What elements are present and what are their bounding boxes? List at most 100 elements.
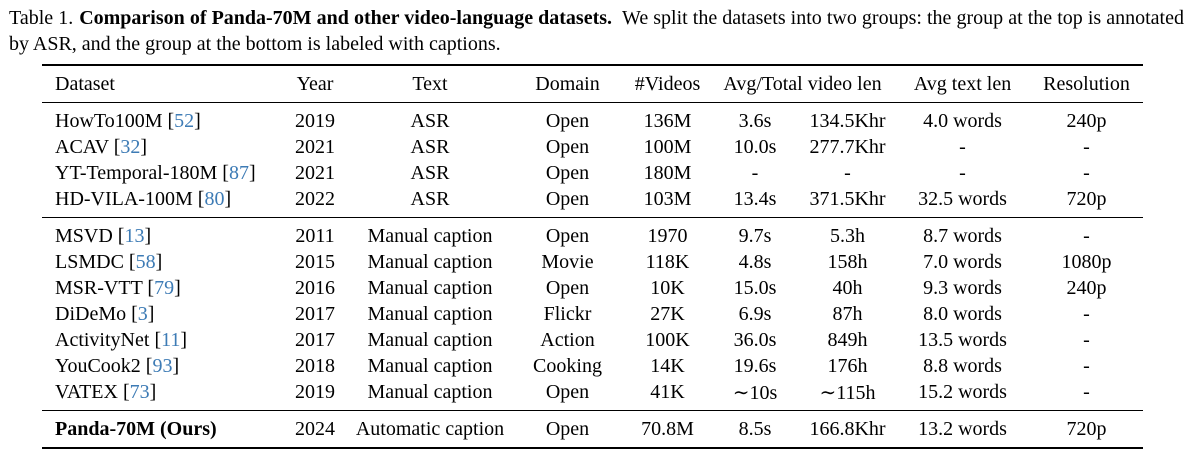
citation-link[interactable]: 13 [124,224,145,247]
table-row: VATEX [73] 2019 Manual caption Open 41K ∼10s ∼… [42,379,1143,411]
text-type-cell: Manual caption [367,224,493,247]
domain-cell: Open [545,135,590,158]
year-cell: 2024 [295,417,335,440]
text-type-cell: Manual caption [367,276,493,299]
domain-cell: Flickr [543,302,592,325]
citation-link[interactable]: 79 [154,276,175,299]
dataset-name: ACAV [55,135,109,158]
citation-link[interactable]: 11 [161,328,181,351]
citation-bracket-open: [ [142,276,155,299]
avg-text-len-cell: 15.2 words [918,380,1007,403]
citation-bracket-close: ] [147,302,155,325]
dataset-cell: MSVD [13] [42,218,280,250]
citation-link[interactable]: 93 [152,354,173,377]
domain-cell: Open [545,187,590,210]
citation-bracket-close: ] [180,328,188,351]
dataset-cell: ACAV [32] [42,134,280,160]
avg-video-len-cell: 3.6s [738,109,772,132]
citation-link[interactable]: 58 [135,250,156,273]
table-caption: Table 1. Comparison of Panda-70M and othe… [9,5,1184,57]
table-row: YouCook2 [93] 2018 Manual caption Cooking 14… [42,353,1143,379]
resolution-cell: 240p [1066,276,1107,299]
avg-text-len-cell: 9.3 words [923,276,1002,299]
videos-count-cell: 100K [645,328,690,351]
dataset-name: ActivityNet [55,328,150,351]
citation-bracket-open: [ [108,135,121,158]
dataset-cell: Panda-70M (Ours) [42,411,280,449]
dataset-name: VATEX [55,380,118,403]
resolution-cell: - [1083,302,1090,325]
domain-cell: Movie [541,250,594,273]
total-video-len-cell: 87h [832,302,863,325]
avg-text-len-cell: 8.0 words [923,302,1002,325]
resolution-cell: 1080p [1061,250,1112,273]
year-cell: 2017 [295,328,335,351]
table-row: MSR-VTT [79] 2016 Manual caption Open 10K 15.… [42,275,1143,301]
citation-link[interactable]: 73 [129,380,150,403]
citation-bracket-open: [ [123,250,136,273]
caption-body: We split the datasets into two groups: t… [9,7,1184,55]
dataset-name: HD-VILA-100M [55,187,193,210]
citation-link[interactable]: 3 [137,302,148,325]
avg-video-len-cell: 36.0s [733,328,777,351]
citation-bracket-open: [ [149,328,162,351]
total-video-len-cell: 277.7Khr [809,135,886,158]
year-cell: 2019 [295,380,335,403]
citation-bracket-close: ] [144,224,152,247]
datasets-comparison-table: Dataset Year Text Domain #Videos Avg/Tot… [42,64,1144,449]
domain-cell: Open [545,224,590,247]
dataset-name: DiDeMo [55,302,127,325]
caption-bold-title: Comparison of Panda-70M and other video-… [79,7,613,29]
text-type-cell: Manual caption [367,354,493,377]
avg-video-len-cell: 9.7s [738,224,772,247]
resolution-cell: - [1083,354,1090,377]
dataset-cell: LSMDC [58] [42,249,280,275]
resolution-cell: - [1083,380,1090,403]
avg-video-len-cell: 10.0s [733,135,777,158]
table-row: ActivityNet [11] 2017 Manual caption Action… [42,327,1143,353]
citation-link[interactable]: 87 [228,161,249,184]
avg-text-len-cell: 13.5 words [918,328,1007,351]
citation-bracket-open: [ [117,380,130,403]
avg-video-len-cell: ∼10s [732,381,778,404]
year-cell: 2019 [295,109,335,132]
avg-video-len-cell: 4.8s [738,250,772,273]
videos-count-cell: 100M [643,135,692,158]
videos-count-cell: 136M [643,109,692,132]
citation-link[interactable]: 52 [174,109,195,132]
domain-cell: Action [540,328,595,351]
citation-bracket-close: ] [140,135,148,158]
avg-video-len-cell: 6.9s [738,302,772,325]
citation-link[interactable]: 32 [120,135,141,158]
table-row: LSMDC [58] 2015 Manual caption Movie 118K 4.8… [42,249,1143,275]
citation-bracket-open: [ [162,109,175,132]
text-type-cell: ASR [410,135,450,158]
avg-video-len-cell: 8.5s [738,417,772,440]
citation-bracket-close: ] [174,276,181,299]
avg-video-len-cell: 13.4s [733,187,777,210]
citation-bracket-open: [ [217,161,229,184]
citation-bracket-close: ] [149,380,157,403]
resolution-cell: - [1083,224,1090,247]
year-cell: 2021 [295,135,335,158]
videos-count-cell: 118K [645,250,690,273]
domain-cell: Open [545,417,590,440]
resolution-cell: 720p [1066,187,1107,210]
header-resolution: Resolution [1043,72,1130,95]
text-type-cell: Automatic caption [355,417,505,440]
total-video-len-cell: 166.8Khr [809,417,886,440]
videos-count-cell: 27K [650,302,685,325]
dataset-name: HowTo100M [55,109,163,132]
avg-text-len-cell: 4.0 words [923,109,1002,132]
videos-count-cell: 1970 [647,224,688,247]
dataset-name: YT-Temporal-180M [55,161,218,184]
table-row: Panda-70M (Ours) 2024 Automatic caption Ope… [42,411,1143,449]
resolution-cell: - [1083,161,1090,184]
text-type-cell: Manual caption [367,380,493,403]
total-video-len-cell: - [844,161,851,184]
avg-text-len-cell: 8.8 words [923,354,1002,377]
text-type-cell: Manual caption [367,250,493,273]
citation-link[interactable]: 80 [204,187,225,210]
avg-text-len-cell: 13.2 words [918,417,1007,440]
text-type-cell: ASR [410,161,450,184]
